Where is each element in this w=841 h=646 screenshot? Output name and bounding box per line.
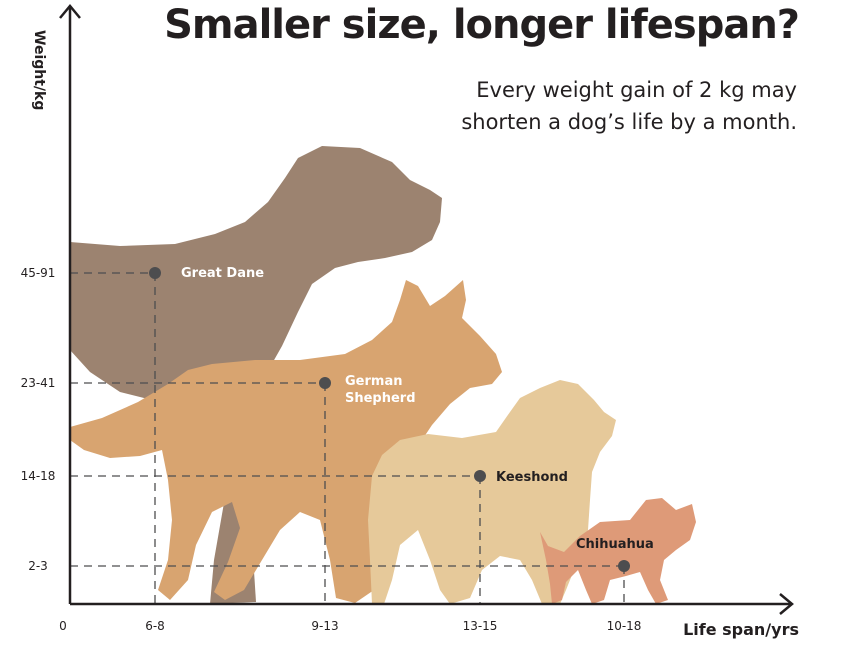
chihuahua-silhouette <box>540 498 696 604</box>
point-label-german-shepherd: German Shepherd <box>345 374 416 406</box>
point-label-chihuahua: Chihuahua <box>576 537 654 552</box>
y-tick-label-14-18: 14-18 <box>21 469 56 483</box>
x-tick-label-10-18: 10-18 <box>607 619 642 633</box>
point-label-keeshond: Keeshond <box>496 470 568 485</box>
y-axis-arrow <box>59 4 81 19</box>
x-axis-arrow <box>779 593 794 615</box>
chart-title: Smaller size, longer lifespan? <box>164 2 800 48</box>
x-tick-label-6-8: 6-8 <box>145 619 165 633</box>
x-tick-label-9-13: 9-13 <box>311 619 338 633</box>
x-tick-label-13-15: 13-15 <box>463 619 498 633</box>
y-tick-label-2-3: 2-3 <box>28 559 48 573</box>
dog-silhouettes <box>70 146 696 604</box>
tick-labels: 0 6-8 9-13 13-15 10-18 2-3 14-18 23-41 45-91 <box>21 266 642 633</box>
keeshond-silhouette <box>368 380 616 604</box>
axes <box>59 4 794 615</box>
subtitle-line-1: Every weight gain of 2 kg may <box>476 78 797 102</box>
data-points: Great Dane German Shepherd Keeshond Chihuahu… <box>149 266 654 572</box>
point-great-dane <box>149 267 161 279</box>
point-chihuahua <box>618 560 630 572</box>
x-axis-label: Life span/yrs <box>683 620 799 639</box>
guide-lines <box>70 272 625 604</box>
chart-subtitle: Every weight gain of 2 kg may shorten a … <box>461 74 797 138</box>
point-keeshond <box>474 470 486 482</box>
y-tick-label-23-41: 23-41 <box>21 376 56 390</box>
x-origin-label: 0 <box>59 619 67 633</box>
y-tick-label-45-91: 45-91 <box>21 266 56 280</box>
point-german-shepherd <box>319 377 331 389</box>
point-label-great-dane: Great Dane <box>181 266 264 281</box>
subtitle-line-2: shorten a dog’s life by a month. <box>461 110 797 134</box>
